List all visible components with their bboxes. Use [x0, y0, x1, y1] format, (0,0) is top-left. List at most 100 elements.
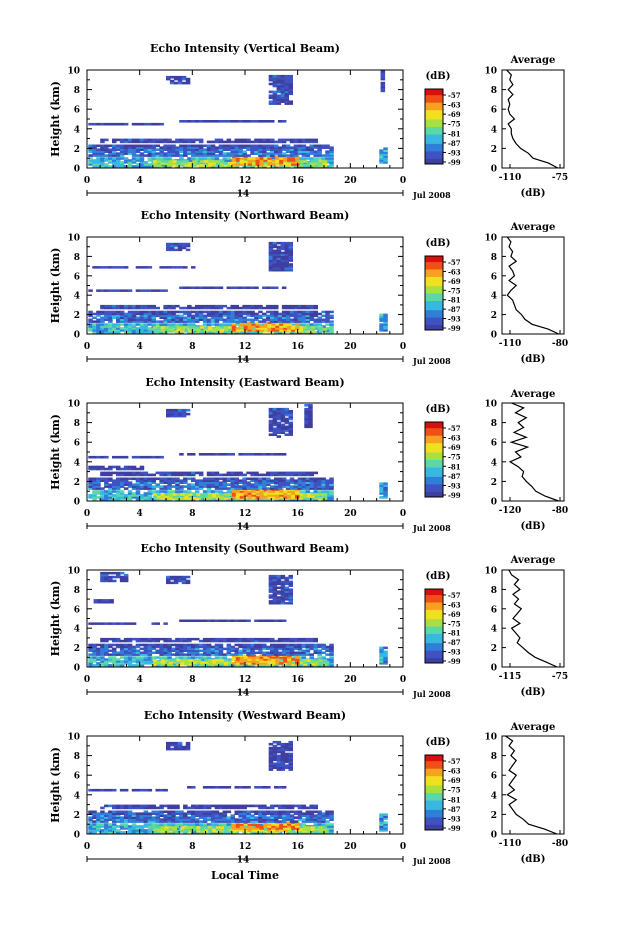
heatmap-cell — [230, 473, 235, 477]
heatmap-cell — [383, 482, 388, 485]
heatmap-cell — [214, 619, 220, 622]
heatmap-cell — [234, 651, 239, 654]
colorbar-segment — [425, 152, 443, 156]
heatmap-cell — [116, 653, 121, 656]
heatmap-cell — [277, 485, 283, 488]
heatmap-cell — [230, 664, 235, 667]
heatmap-cell — [143, 498, 149, 501]
heatmap-cell — [135, 320, 141, 323]
heatmap-cell — [268, 600, 274, 603]
heatmap-cell — [281, 471, 287, 475]
heatmap-cell — [175, 653, 180, 656]
heatmap-cell — [308, 407, 313, 411]
heatmap-cell — [214, 653, 220, 656]
colorbar-segment — [425, 145, 443, 148]
heatmap-cell — [258, 637, 263, 641]
heatmap-cell — [208, 495, 213, 498]
heatmap-cell — [285, 312, 291, 316]
heatmap-cell — [177, 75, 183, 79]
heatmap-cell — [284, 98, 289, 101]
heatmap-cell — [96, 320, 101, 323]
heatmap-cell — [270, 286, 275, 289]
heatmap-cell — [155, 485, 160, 488]
heatmap-cell — [173, 410, 179, 414]
heatmap-cell — [379, 654, 384, 657]
heatmap-cell — [191, 471, 196, 475]
heatmap-cell — [314, 659, 320, 662]
heatmap-cell — [183, 266, 188, 269]
heatmap-cell — [88, 649, 93, 652]
average-y-tick-label: 10 — [484, 567, 497, 577]
panel-title: Echo Intensity (Vertical Beam) — [150, 42, 340, 55]
heatmap-cell — [198, 318, 204, 321]
colorbar-segment — [425, 653, 443, 657]
heatmap-cell — [200, 493, 205, 496]
heatmap-cell — [234, 286, 239, 289]
heatmap-cell — [308, 405, 313, 409]
colorbar-tick-label: -87 — [448, 638, 461, 647]
heatmap-cell — [234, 320, 239, 323]
heatmap-cell — [325, 492, 330, 495]
heatmap-cell — [104, 144, 109, 148]
heatmap-cell — [284, 413, 289, 417]
heatmap-cell — [247, 490, 253, 493]
colorbar-tick-label: -57 — [448, 91, 461, 100]
heatmap-cell — [179, 120, 184, 123]
heatmap-cell — [191, 653, 196, 656]
heatmap-cell — [266, 314, 271, 318]
heatmap-cell — [139, 163, 145, 166]
heatmap-cell — [250, 306, 255, 310]
heatmap-cell — [230, 318, 235, 321]
heatmap-cell — [247, 323, 253, 326]
heatmap-cell — [274, 150, 279, 153]
heatmap-cell — [305, 304, 311, 308]
heatmap-cell — [139, 467, 145, 471]
heatmap-cell — [288, 596, 293, 599]
heatmap-cell — [143, 314, 149, 318]
heatmap-cell — [112, 481, 117, 484]
heatmap-cell — [191, 487, 196, 490]
heatmap-cell — [288, 598, 293, 601]
heatmap-cell — [100, 320, 105, 323]
heatmap-cell — [175, 146, 180, 149]
heatmap-cell — [100, 639, 105, 643]
heatmap-cell — [198, 316, 204, 319]
heatmap-cell — [270, 140, 275, 144]
heatmap-cell — [288, 413, 293, 417]
heatmap-cell — [88, 645, 93, 649]
heatmap-cell — [151, 481, 156, 484]
heatmap-cell — [293, 473, 299, 477]
heatmap-cell — [131, 152, 137, 155]
heatmap-cell — [187, 306, 192, 310]
heatmap-cell — [210, 483, 216, 486]
x-tick-label: 20 — [344, 509, 357, 519]
heatmap-cell — [116, 485, 121, 488]
heatmap-cell — [135, 477, 141, 481]
heatmap-cell — [108, 479, 113, 482]
heatmap-cell — [168, 326, 174, 329]
heatmap-cell — [183, 316, 188, 319]
heatmap-cell — [139, 140, 145, 144]
heatmap-cell — [266, 310, 271, 314]
heatmap-cell — [276, 245, 282, 249]
colorbar-segment — [425, 489, 443, 492]
heatmap-cell — [280, 90, 286, 94]
heatmap-cell — [243, 490, 249, 493]
heatmap-cell — [135, 829, 141, 832]
heatmap-cell — [309, 310, 314, 314]
heatmap-cell — [276, 88, 282, 92]
heatmap-cell — [276, 269, 282, 272]
heatmap-cell — [198, 619, 204, 622]
heatmap-cell — [270, 651, 275, 654]
heatmap-cell — [246, 481, 251, 484]
heatmap-cell — [227, 162, 233, 165]
heatmap-cell — [139, 477, 145, 481]
heatmap-cell — [187, 473, 192, 477]
heatmap-cell — [301, 473, 307, 477]
heatmap-cell — [277, 479, 283, 482]
heatmap-cell — [238, 140, 243, 144]
heatmap-cell — [123, 477, 129, 481]
heatmap-cell — [175, 148, 180, 151]
heatmap-cell — [119, 662, 125, 665]
heatmap-cell — [271, 656, 276, 659]
